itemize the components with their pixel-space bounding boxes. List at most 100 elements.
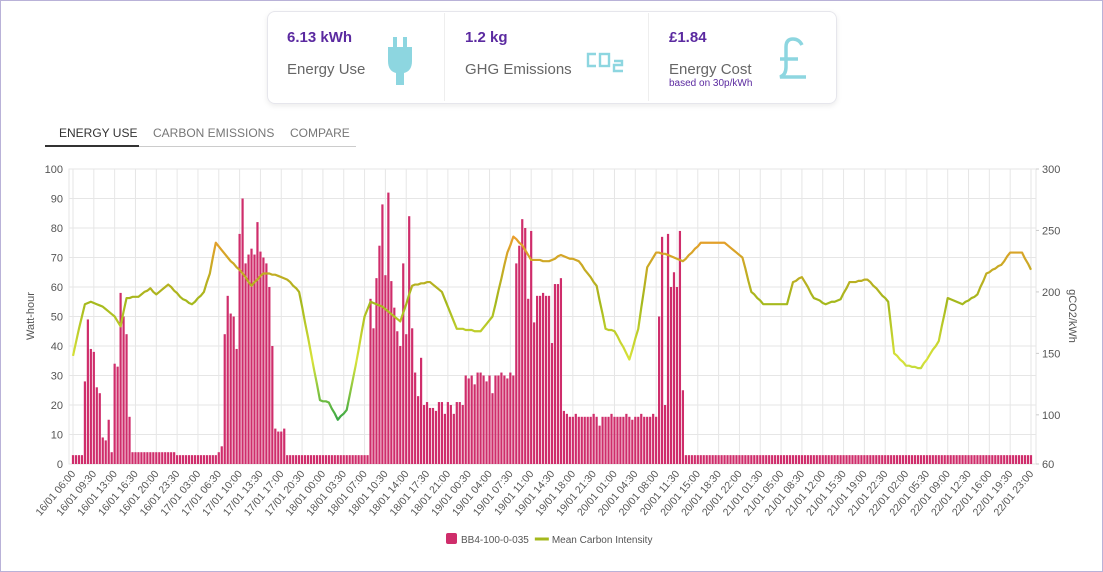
bar [637,416,640,464]
bar [184,455,188,464]
bar [208,455,211,464]
bar [660,236,664,464]
bar [907,455,911,464]
bar [973,455,976,464]
bar [167,452,170,464]
bar [556,284,560,464]
bar [678,230,682,464]
bar [872,455,875,464]
bar [979,455,982,464]
y2-tick-label: 300 [1042,164,1060,176]
bar [714,455,717,464]
bar [547,295,551,464]
bar [991,455,994,464]
bar [467,378,470,464]
bar [369,298,372,464]
bar [898,455,902,464]
bar [985,455,988,464]
bar [443,413,446,464]
bar [309,455,313,464]
bar [857,455,860,464]
bar [238,233,241,464]
bar [681,390,685,464]
bar [1026,455,1030,464]
bar [919,455,923,464]
bar [646,416,649,464]
bar [333,455,336,464]
bar [586,416,589,464]
bar [824,455,827,464]
bar [533,322,536,464]
bar [881,455,884,464]
bar [211,455,214,464]
card: £1.84 Energy Cost based on 30p/kWh [649,11,835,103]
bar [161,452,164,464]
y-tick-label: 10 [51,430,63,442]
bar [797,455,801,464]
bar [559,278,563,464]
bar [452,413,455,464]
bar [342,455,345,464]
card-value: £1.84 [669,29,707,46]
legend-label: Mean Carbon Intensity [552,535,653,546]
bar [711,455,714,464]
card-value: 1.2 kg [465,29,508,46]
tab-indicator [45,145,139,147]
bar [610,413,613,464]
bar [550,343,554,464]
bar [176,455,179,464]
bar [262,257,265,464]
bar [994,455,997,464]
bar [1009,455,1012,464]
bar [92,351,95,464]
bar [785,455,789,464]
bar [964,455,967,464]
bar [961,455,964,464]
bar [202,455,206,464]
tab[interactable]: ENERGY USE [59,126,138,140]
bar [937,455,940,464]
bar [363,455,366,464]
bar [152,452,155,464]
bar [663,405,667,464]
bar [315,455,319,464]
bar [577,416,580,464]
plug-icon [388,37,412,85]
bar [95,387,98,464]
bar [732,455,735,464]
bar [140,452,143,464]
bar [774,455,777,464]
bar [791,455,795,464]
bar [910,455,914,464]
bar [779,455,783,464]
bar [836,455,839,464]
bar [384,275,387,464]
y-tick-label: 30 [51,371,63,383]
bar [351,455,354,464]
bar [116,366,119,464]
bar [833,455,836,464]
bar [634,416,637,464]
tab[interactable]: COMPARE [290,126,350,140]
bar [782,455,786,464]
bar [845,455,848,464]
y-tick-label: 90 [51,194,63,206]
y-axis-label: Watt-hour [25,292,37,340]
bar [904,455,908,464]
bar [741,455,744,464]
bar [818,455,821,464]
bar [128,416,131,464]
bar [187,455,191,464]
bar [604,416,607,464]
bar [110,452,113,464]
bar [794,455,798,464]
bar [455,402,458,464]
bar [327,455,330,464]
bar [268,287,271,464]
bar [702,455,705,464]
bar [544,295,548,464]
tab[interactable]: CARBON EMISSIONS [153,126,275,140]
bar [922,455,925,464]
bar [518,245,521,464]
